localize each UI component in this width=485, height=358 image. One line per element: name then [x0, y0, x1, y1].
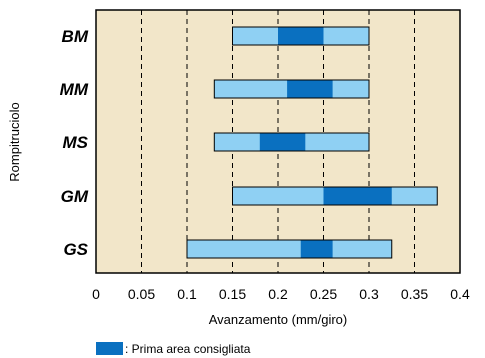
x-axis-title: Avanzamento (mm/giro)	[209, 312, 347, 327]
recommended-bar-bm	[278, 27, 324, 45]
x-tick-label: 0.35	[401, 286, 428, 302]
x-tick-label: 0	[92, 286, 100, 302]
axis-labels: BM MM MS GM GS 0 0.05 0.1 0.15 0.2 0.25 0.3 0.35 0.4 A…	[7, 27, 470, 327]
legend: : Prima area consigliata	[96, 342, 251, 356]
x-tick-label: 0.2	[268, 286, 288, 302]
category-label-mm: MM	[60, 80, 89, 99]
plot-border	[95, 9, 461, 274]
recommended-bar-gs	[300, 240, 333, 258]
category-label-ms: MS	[63, 133, 89, 152]
recommended-bar-mm	[287, 80, 333, 98]
x-tick-label: 0.05	[128, 286, 155, 302]
x-tick-label: 0.3	[359, 286, 379, 302]
recommended-bar-ms	[259, 133, 306, 151]
x-tick-label: 0.25	[310, 286, 337, 302]
category-label-gm: GM	[61, 187, 89, 206]
plot-area	[95, 9, 461, 274]
category-label-bm: BM	[62, 27, 89, 46]
x-tick-label: 0.15	[219, 286, 246, 302]
legend-text: : Prima area consigliata	[125, 342, 251, 356]
legend-swatch	[96, 342, 123, 355]
y-axis-title: Rompitruciolo	[7, 102, 22, 181]
x-tick-label: 0.1	[177, 286, 197, 302]
category-label-gs: GS	[63, 240, 88, 259]
x-tick-label: 0.4	[450, 286, 470, 302]
recommended-bar-gm	[323, 187, 392, 205]
range-bar-gs	[186, 239, 393, 259]
